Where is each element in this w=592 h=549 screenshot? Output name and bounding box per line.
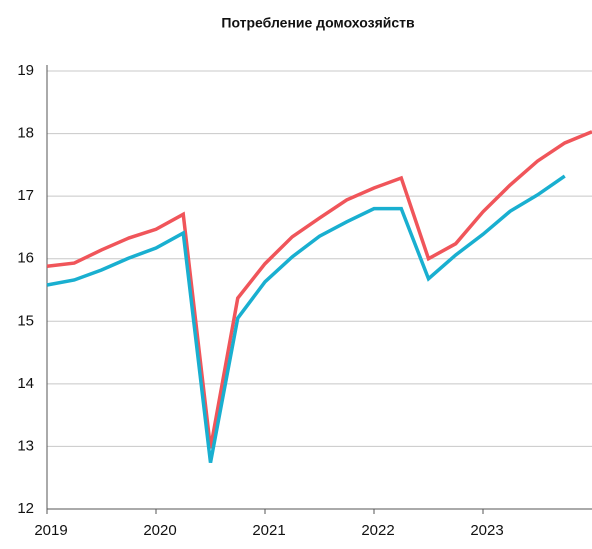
y-tick-label: 17	[17, 187, 34, 204]
y-tick-label: 14	[17, 375, 34, 392]
chart-title: Потребление домохозяйств	[221, 15, 415, 31]
x-tick-label: 2023	[470, 522, 503, 539]
y-tick-label: 12	[17, 500, 34, 517]
series-line	[46, 174, 566, 464]
y-tick-label: 18	[17, 125, 34, 142]
y-tick-label: 16	[17, 250, 34, 267]
y-tick-label: 19	[17, 62, 34, 79]
y-tick-label: 15	[17, 312, 34, 329]
y-tick-label: 13	[17, 437, 34, 454]
x-tick-label: 2022	[361, 522, 394, 539]
x-tick-label: 2019	[34, 522, 67, 539]
x-tick-label: 2020	[143, 522, 176, 539]
x-tick-label: 2021	[252, 522, 285, 539]
series-line	[46, 130, 592, 449]
